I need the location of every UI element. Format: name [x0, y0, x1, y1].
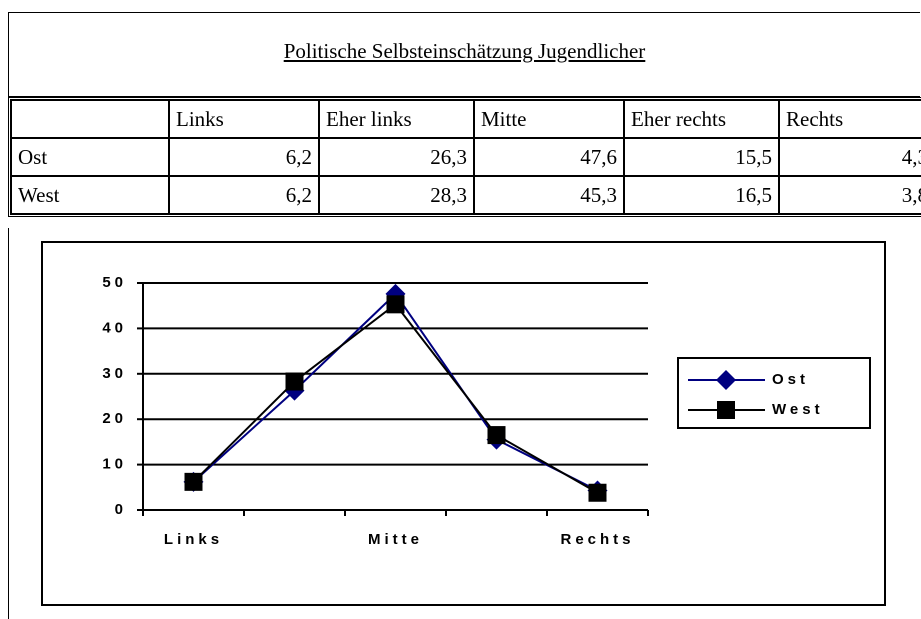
header-cell: Rechts — [779, 100, 921, 138]
header-cell: Links — [169, 100, 319, 138]
title: Politische Selbsteinschätzung Jugendlich… — [283, 39, 646, 63]
legend-label: West — [772, 401, 824, 418]
cell: 6,2 — [169, 138, 319, 176]
y-tick-label: 10 — [102, 456, 127, 473]
cell: 15,5 — [624, 138, 779, 176]
legend-box — [677, 357, 871, 429]
data-point — [588, 483, 607, 502]
x-tick-label: Rechts — [560, 531, 634, 548]
cell: 26,3 — [319, 138, 474, 176]
data-point — [386, 295, 405, 314]
cell: 28,3 — [319, 176, 474, 214]
y-tick-label: 0 — [115, 501, 127, 518]
corner-cell — [11, 100, 169, 138]
data-point — [184, 472, 203, 491]
y-tick-label: 20 — [102, 410, 127, 427]
header-cell: Eher links — [319, 100, 474, 138]
data-table: Links Eher links Mitte Eher rechts Rechts Os… — [8, 97, 921, 217]
cell: 47,6 — [474, 138, 624, 176]
data-point — [487, 426, 506, 445]
x-tick-label: Mitte — [368, 531, 423, 548]
row-label: Ost — [11, 138, 169, 176]
legend-marker — [717, 401, 735, 419]
cell: 45,3 — [474, 176, 624, 214]
y-tick-label: 30 — [102, 365, 127, 382]
cell: 4,3 — [779, 138, 921, 176]
y-tick-label: 40 — [102, 319, 127, 336]
legend-label: Ost — [772, 371, 809, 388]
header-cell: Eher rechts — [624, 100, 779, 138]
chart-frame — [41, 241, 886, 606]
data-point — [285, 372, 304, 391]
cell: 16,5 — [624, 176, 779, 214]
row-label: West — [11, 176, 169, 214]
legend-marker — [716, 370, 736, 390]
header-cell: Mitte — [474, 100, 624, 138]
series-line — [192, 292, 598, 492]
title-box: Politische Selbsteinschätzung Jugendlich… — [8, 12, 920, 97]
y-tick-label: 50 — [102, 274, 127, 291]
header-row: Links Eher links Mitte Eher rechts Rechts — [11, 100, 921, 138]
cell: 3,8 — [779, 176, 921, 214]
x-tick-label: Links — [164, 531, 223, 548]
cell: 6,2 — [169, 176, 319, 214]
